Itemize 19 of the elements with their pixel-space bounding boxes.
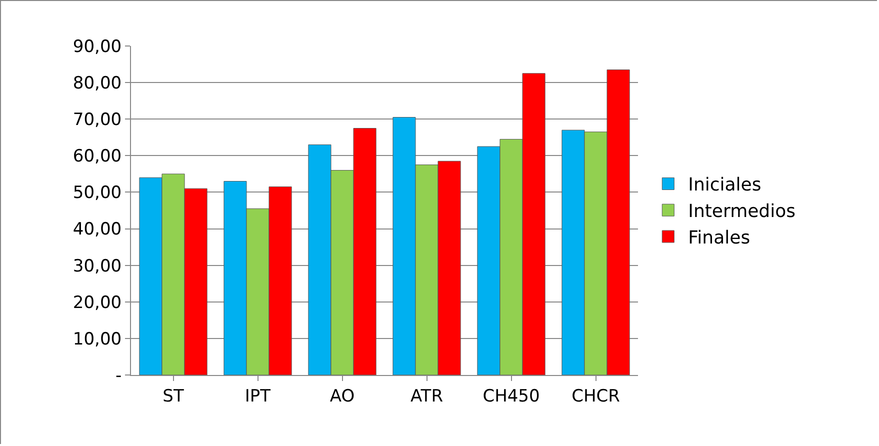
y-tick-label: 50,00 xyxy=(72,183,122,204)
x-tick-label: IPT xyxy=(244,386,272,406)
y-tick-label: 70,00 xyxy=(72,110,122,130)
y-tick-label: 30,00 xyxy=(72,256,122,276)
legend-label: Finales xyxy=(688,228,750,249)
y-tick-label: 90,00 xyxy=(72,36,122,57)
x-tick-label: CHCR xyxy=(572,386,620,406)
y-tick-label: 10,00 xyxy=(72,329,122,350)
x-tick-label: ST xyxy=(162,386,184,406)
y-tick-label: - xyxy=(115,366,122,386)
x-tick-label: ATR xyxy=(410,386,444,406)
y-tick-label: 60,00 xyxy=(72,146,122,167)
legend-label: Iniciales xyxy=(688,174,762,196)
legend-label: Intermedios xyxy=(688,201,796,222)
y-tick-label: 40,00 xyxy=(72,220,122,240)
y-tick-label: 20,00 xyxy=(72,292,122,313)
y-tick-label: 80,00 xyxy=(72,74,122,94)
x-tick-label: CH450 xyxy=(482,386,540,406)
x-tick-label: AO xyxy=(330,386,355,406)
